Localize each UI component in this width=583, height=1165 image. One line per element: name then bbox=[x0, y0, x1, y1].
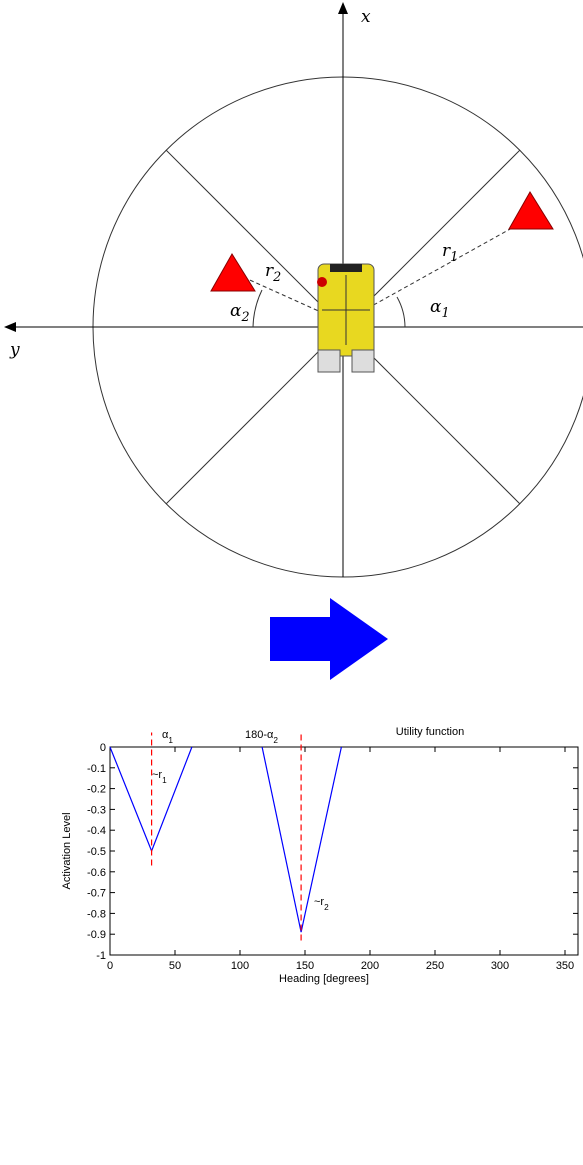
angle-arc bbox=[253, 290, 262, 327]
transition-arrow bbox=[270, 598, 388, 680]
y-tick-label: -0.8 bbox=[87, 908, 106, 920]
label-base: ~r bbox=[314, 896, 324, 908]
y-tick-label: -0.4 bbox=[87, 825, 106, 837]
figure: xyr1r2α1α2 0-0.1-0.2-0.3-0.4-0.5-0.6-0.7… bbox=[0, 0, 583, 1165]
arrowhead bbox=[338, 2, 348, 14]
x-tick-label: 250 bbox=[426, 960, 444, 972]
label-sub: 1 bbox=[441, 306, 449, 321]
chart-title: Utility function bbox=[396, 726, 464, 738]
y-tick-label: -1 bbox=[96, 950, 106, 962]
y-axis-label: Activation Level bbox=[61, 812, 73, 889]
label-sub: 2 bbox=[324, 903, 329, 912]
label-sub: 2 bbox=[272, 270, 281, 285]
robot bbox=[317, 264, 374, 372]
y-tick-label: 0 bbox=[100, 742, 106, 754]
annotation: α1 bbox=[162, 729, 173, 745]
target bbox=[509, 192, 553, 229]
y-tick-label: -0.2 bbox=[87, 784, 106, 796]
label-base: α bbox=[230, 301, 242, 321]
target bbox=[211, 254, 255, 291]
diagram bbox=[4, 2, 583, 577]
range-label: r1 bbox=[442, 241, 458, 265]
label-sub: 1 bbox=[168, 736, 173, 745]
label-sub: 1 bbox=[162, 776, 167, 785]
label-sub: 1 bbox=[450, 250, 458, 265]
x-tick-label: 50 bbox=[169, 960, 181, 972]
label-sub: 2 bbox=[240, 310, 249, 325]
chart: 0-0.1-0.2-0.3-0.4-0.5-0.6-0.7-0.8-0.9-10… bbox=[61, 726, 578, 985]
y-tick-label: -0.5 bbox=[87, 846, 106, 858]
angle-label: α2 bbox=[230, 301, 250, 325]
x-tick-label: 350 bbox=[556, 960, 574, 972]
x-tick-label: 100 bbox=[231, 960, 249, 972]
x-tick-label: 200 bbox=[361, 960, 379, 972]
arrowhead bbox=[4, 322, 16, 332]
x-tick-label: 0 bbox=[107, 960, 113, 972]
axis-label: x bbox=[361, 7, 371, 27]
label-base: ~r bbox=[152, 769, 162, 781]
page: {"diagram": { "x_axis": "x", "y_axis": "… bbox=[0, 0, 583, 1165]
y-tick-label: -0.7 bbox=[87, 888, 106, 900]
range-label: r2 bbox=[265, 261, 281, 285]
x-tick-label: 300 bbox=[491, 960, 509, 972]
angle-arc bbox=[397, 297, 405, 327]
y-tick-label: -0.9 bbox=[87, 929, 106, 941]
annotation: 180-α2 bbox=[245, 729, 278, 745]
label-base: α bbox=[430, 297, 442, 317]
axis-label: y bbox=[9, 340, 20, 360]
y-tick-label: -0.6 bbox=[87, 867, 106, 879]
x-tick-label: 150 bbox=[296, 960, 314, 972]
x-axis-label: Heading [degrees] bbox=[279, 973, 369, 985]
angle-label: α1 bbox=[430, 297, 450, 321]
label-sub: 2 bbox=[273, 736, 278, 745]
label-base: 180-α bbox=[245, 729, 274, 741]
y-tick-label: -0.3 bbox=[87, 804, 106, 816]
y-tick-label: -0.1 bbox=[87, 763, 106, 775]
